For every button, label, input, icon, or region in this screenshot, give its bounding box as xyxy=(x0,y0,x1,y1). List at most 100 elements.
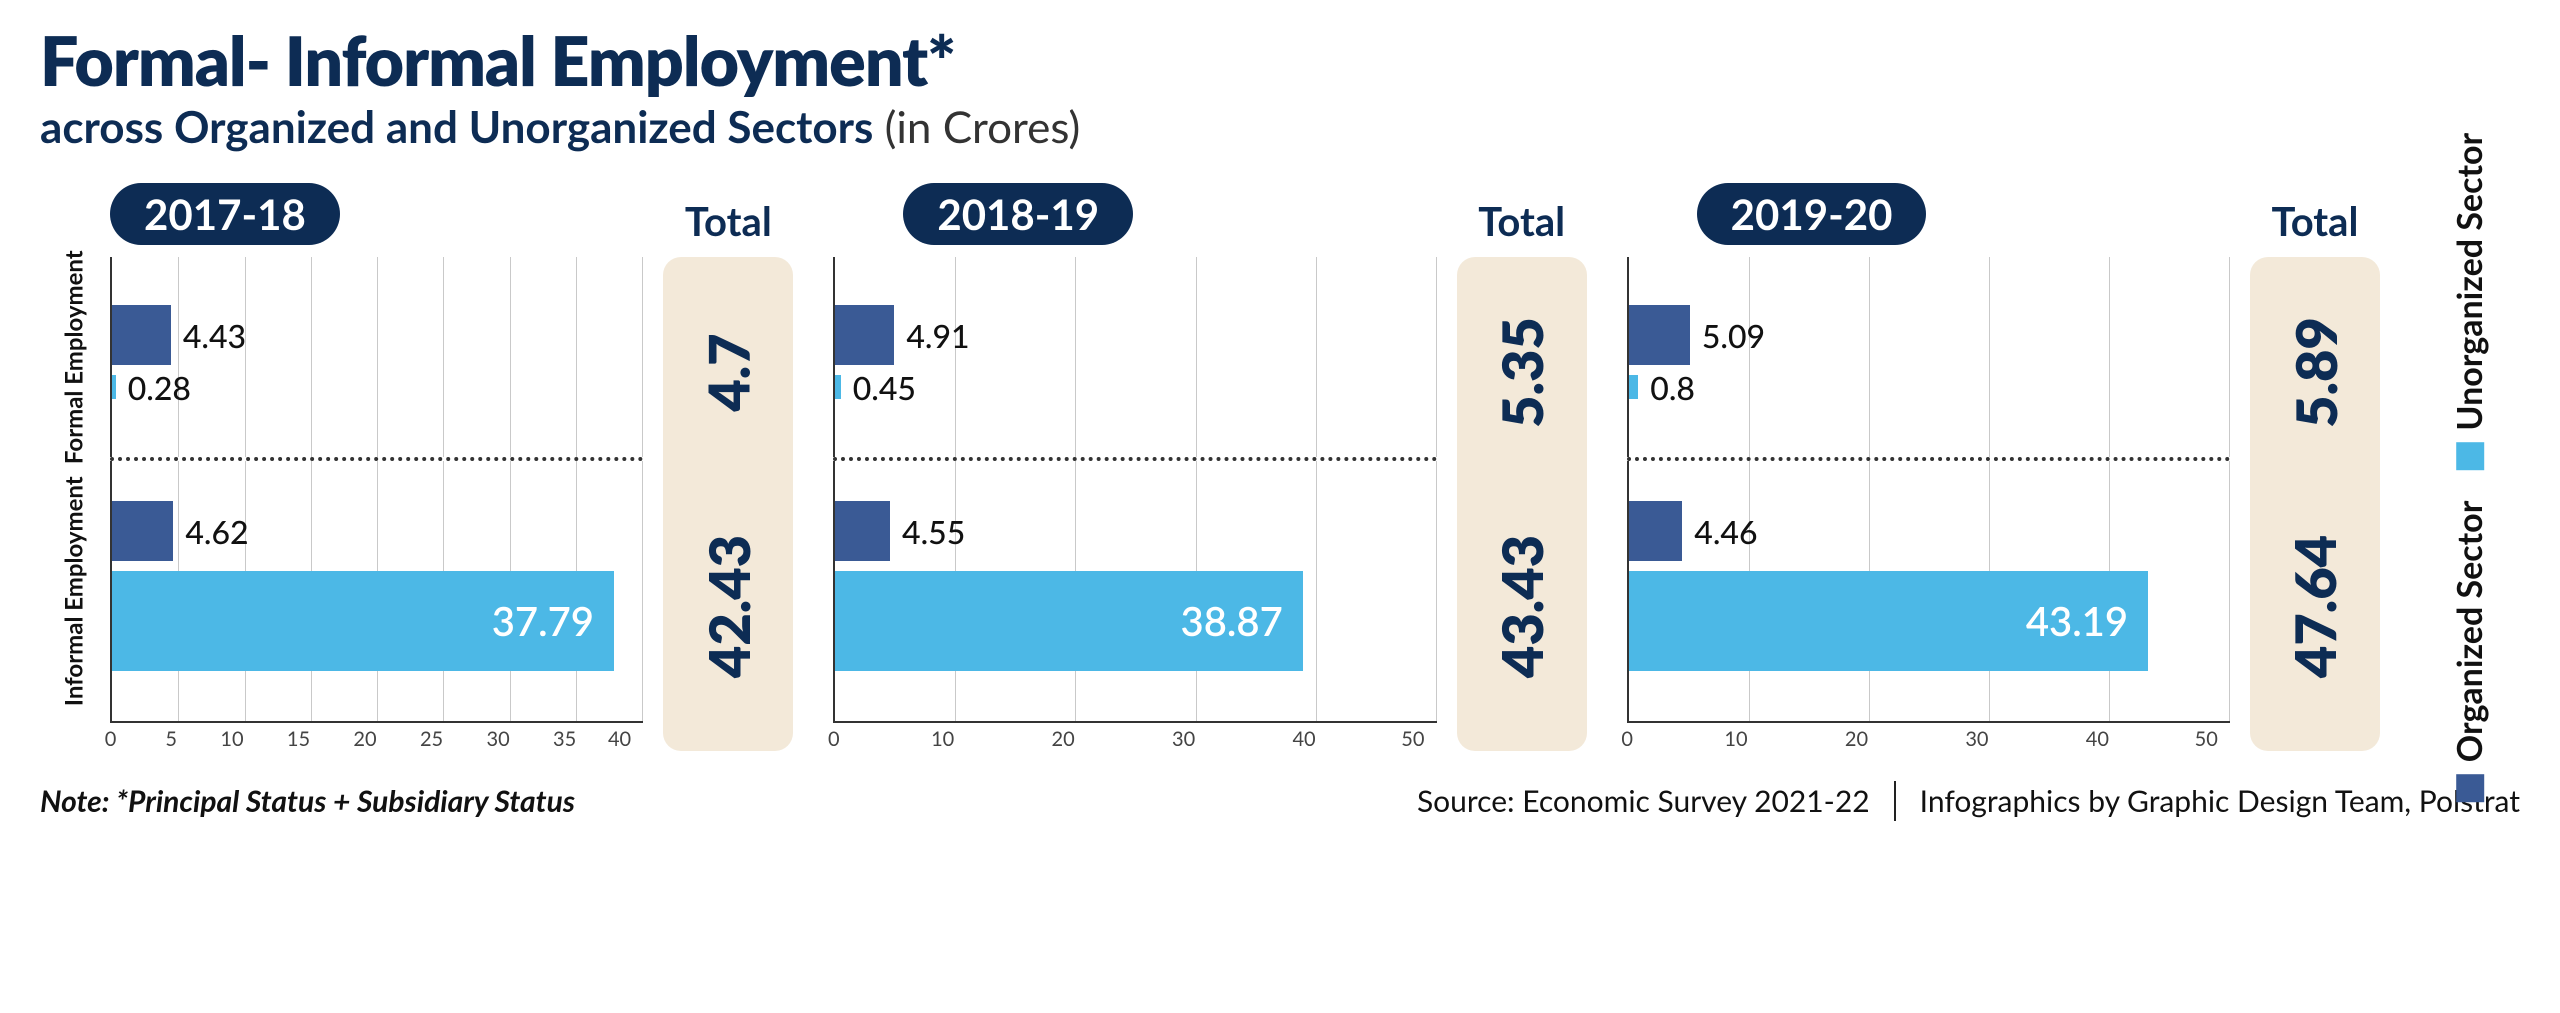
total-column: Total 4.7 42.43 xyxy=(663,257,793,751)
legend-label: Organized Sector xyxy=(2449,500,2490,762)
footer-right: Source: Economic Survey 2021-22 Infograp… xyxy=(1417,781,2520,821)
total-header: Total xyxy=(1478,197,1565,245)
bar-informal-organized: 4.55 xyxy=(835,501,1436,561)
tick: 25 xyxy=(443,727,444,751)
tick: 30 xyxy=(509,727,510,751)
total-value: 43.43 xyxy=(1488,534,1555,677)
label-formal: Formal Employment xyxy=(62,250,88,464)
total-formal: 5.35 xyxy=(1466,257,1577,487)
panel-body: 5.09 0.8 4.46 xyxy=(1627,257,2380,751)
x-axis: 0 10 20 30 40 50 xyxy=(833,721,1436,751)
panel-2019-20: 2019-20 5.09 0.8 xyxy=(1627,183,2380,751)
bar-value: 5.09 xyxy=(1702,316,1765,355)
tick: 40 xyxy=(1315,727,1316,751)
tick: 10 xyxy=(1747,727,1748,751)
tick: 0 xyxy=(110,727,111,751)
swatch-organized xyxy=(2456,774,2484,802)
subtitle-bold: across Organized and Unorganized Sectors xyxy=(40,101,873,153)
informal-chart: 4.46 43.19 xyxy=(1627,461,2230,721)
bar-formal-organized: 4.91 xyxy=(835,305,1436,365)
total-formal: 4.7 xyxy=(689,257,767,487)
footer-source: Source: Economic Survey 2021-22 xyxy=(1417,783,1870,819)
formal-chart: 4.43 0.28 xyxy=(110,257,643,457)
footer-note: Note: *Principal Status + Subsidiary Sta… xyxy=(40,783,575,819)
bar-informal-organized: 4.62 xyxy=(112,501,643,561)
tick: 0 xyxy=(833,727,834,751)
bar-informal-unorganized: 43.19 xyxy=(1629,571,2230,671)
total-header: Total xyxy=(685,197,772,245)
chart-column: 4.91 0.45 4.55 xyxy=(833,257,1436,751)
tick: 40 xyxy=(2108,727,2109,751)
informal-chart: 4.55 38.87 xyxy=(833,461,1436,721)
total-column: Total 5.35 43.43 xyxy=(1457,257,1587,751)
panel-2018-19: 2018-19 4.91 0.45 xyxy=(833,183,1586,751)
x-axis: 0 10 20 30 40 50 xyxy=(1627,721,2230,751)
chart-column: 4.43 0.28 4.62 xyxy=(110,257,643,751)
bar-value: 37.79 xyxy=(492,597,594,645)
year-badge: 2019-20 xyxy=(1697,183,1927,245)
main-title: Formal- Informal Employment* xyxy=(40,20,2520,101)
x-axis: 0 5 10 15 20 25 30 35 40 xyxy=(110,721,643,751)
total-formal: 5.89 xyxy=(2260,257,2371,487)
bar-value: 43.19 xyxy=(2026,597,2128,645)
tick: 50 xyxy=(2229,727,2230,751)
total-column: Total 5.89 47.64 xyxy=(2250,257,2380,751)
bar-formal-organized: 5.09 xyxy=(1629,305,2230,365)
informal-chart: 4.62 37.79 xyxy=(110,461,643,721)
bar-formal-unorganized: 0.45 xyxy=(835,375,1436,399)
total-value: 42.43 xyxy=(695,534,762,677)
footer: Note: *Principal Status + Subsidiary Sta… xyxy=(40,781,2520,821)
bar-informal-unorganized: 38.87 xyxy=(835,571,1436,671)
bar-value: 4.91 xyxy=(906,316,969,355)
label-informal: Informal Employment xyxy=(62,476,88,706)
footer-credit: Infographics by Graphic Design Team, Pol… xyxy=(1920,783,2520,819)
bar-informal-unorganized: 37.79 xyxy=(112,571,643,671)
total-informal: 42.43 xyxy=(657,491,800,721)
bar-formal-unorganized: 0.8 xyxy=(1629,375,2230,399)
tick: 10 xyxy=(954,727,955,751)
bar-formal-organized: 4.43 xyxy=(112,305,643,365)
bar-value: 4.43 xyxy=(183,316,246,355)
year-badge: 2018-19 xyxy=(903,183,1133,245)
bar-value: 0.45 xyxy=(853,368,916,407)
tick: 0 xyxy=(1627,727,1628,751)
total-value: 5.89 xyxy=(2281,317,2348,428)
tick: 50 xyxy=(1436,727,1437,751)
title-block: Formal- Informal Employment* across Orga… xyxy=(40,20,2520,153)
tick: 20 xyxy=(1868,727,1869,751)
tick: 35 xyxy=(576,727,577,751)
row-labels: Formal Employment Informal Employment xyxy=(40,257,110,751)
formal-chart: 5.09 0.8 xyxy=(1627,257,2230,457)
year-badge: 2017-18 xyxy=(110,183,340,245)
panel-body: Formal Employment Informal Employment 4.… xyxy=(40,257,793,751)
tick: 30 xyxy=(1195,727,1196,751)
bar-value: 4.62 xyxy=(185,512,248,551)
panel-body: 4.91 0.45 4.55 xyxy=(833,257,1586,751)
subtitle-unit: (in Crores) xyxy=(885,101,1081,153)
panels-row: 2017-18 Formal Employment Informal Emplo… xyxy=(40,183,2520,751)
tick: 15 xyxy=(310,727,311,751)
total-informal: 47.64 xyxy=(2243,491,2386,721)
footer-divider xyxy=(1894,781,1896,821)
bar-value: 4.55 xyxy=(902,512,965,551)
bar-formal-unorganized: 0.28 xyxy=(112,375,643,399)
bar-value: 38.87 xyxy=(1181,597,1283,645)
chart-column: 5.09 0.8 4.46 xyxy=(1627,257,2230,751)
legend-unorganized: Unorganized Sector xyxy=(2449,132,2490,470)
bar-value: 4.46 xyxy=(1694,512,1757,551)
total-value: 47.64 xyxy=(2281,534,2348,677)
tick: 10 xyxy=(243,727,244,751)
tick: 5 xyxy=(177,727,178,751)
tick: 30 xyxy=(1988,727,1989,751)
total-informal: 43.43 xyxy=(1450,491,1593,721)
tick: 40 xyxy=(642,727,643,751)
swatch-unorganized xyxy=(2456,442,2484,470)
legend: Organized Sector Unorganized Sector xyxy=(2420,183,2520,751)
bar-value: 0.8 xyxy=(1650,368,1695,407)
bar-value: 0.28 xyxy=(128,368,191,407)
tick: 20 xyxy=(1074,727,1075,751)
legend-label: Unorganized Sector xyxy=(2449,132,2490,430)
tick: 20 xyxy=(376,727,377,751)
panel-2017-18: 2017-18 Formal Employment Informal Emplo… xyxy=(40,183,793,751)
total-header: Total xyxy=(2272,197,2359,245)
